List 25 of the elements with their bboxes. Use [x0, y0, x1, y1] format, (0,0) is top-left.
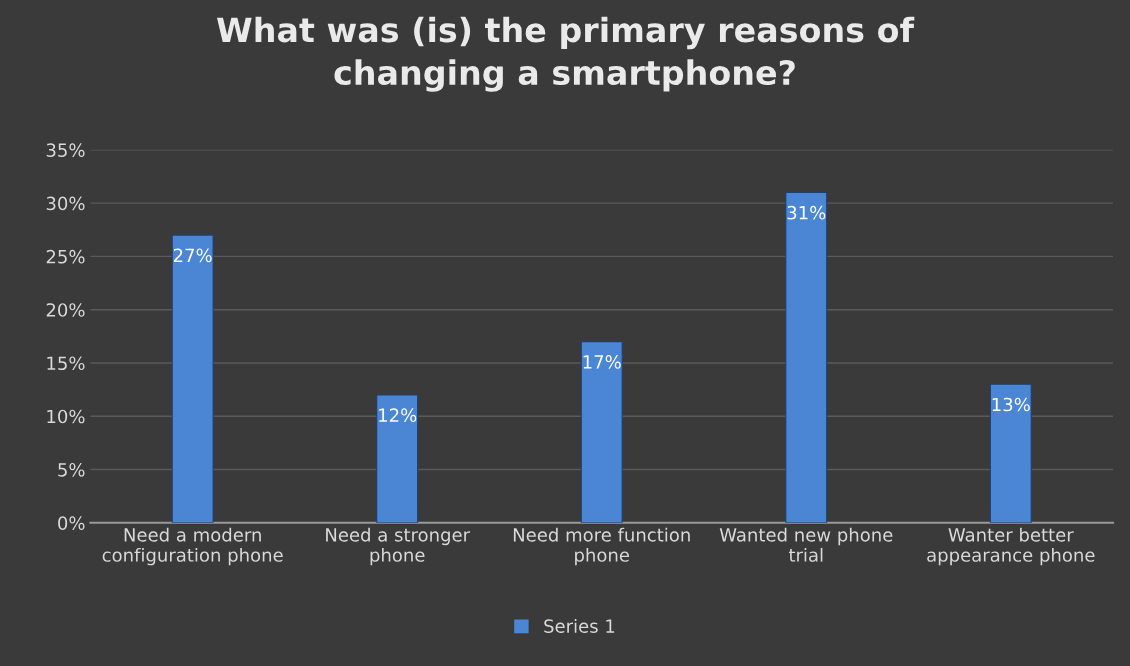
y-tick-label: 25%: [46, 249, 85, 264]
x-tick-label: Need a stronger phone: [326, 527, 471, 566]
y-tick-label: 30%: [46, 196, 85, 211]
bar: [989, 383, 1032, 523]
x-tick-label: Need a modern configuration phone: [102, 527, 283, 566]
y-tick-label: 0%: [58, 516, 85, 530]
y-tick-label: 10%: [47, 409, 85, 424]
bar: [376, 394, 419, 523]
y-tick-label: 20%: [46, 303, 85, 317]
bar: [580, 341, 623, 523]
bar: [171, 234, 214, 523]
x-tick-label: Need more function phone: [513, 527, 690, 566]
y-tick-label: 35%: [46, 143, 85, 157]
bar: [785, 191, 828, 523]
data-label: 31%: [787, 205, 826, 220]
x-tick-label: Wanter better appearance phone: [927, 527, 1095, 566]
data-label: 27%: [173, 248, 212, 263]
y-tick-label: 15%: [47, 356, 85, 371]
data-label: 12%: [379, 408, 417, 422]
data-label: 17%: [583, 355, 621, 369]
data-label: 13%: [992, 397, 1030, 412]
legend-label: Series 1: [544, 618, 615, 633]
x-tick-label: Wanted new phone trial: [719, 527, 893, 562]
chart-title: What was (is) the primary reasons of changing a smartphone?: [216, 16, 915, 92]
y-tick-label: 5%: [58, 462, 85, 477]
